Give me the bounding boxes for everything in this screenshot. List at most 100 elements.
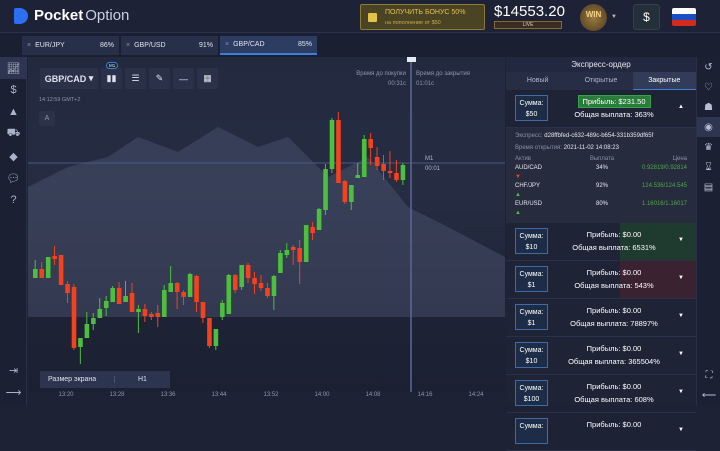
candle-body (84, 324, 90, 338)
chart-type-button[interactable]: M1 ▮▮ (101, 62, 122, 89)
candle-body (349, 185, 354, 202)
line-tool-icon[interactable]: — (173, 68, 194, 89)
asset-payout: 92% (595, 183, 608, 189)
indicators-icon[interactable]: ☰ (125, 68, 146, 89)
help-icon[interactable]: ? (10, 194, 17, 206)
bonus-button[interactable]: ПОЛУЧИТЬ БОНУС 50% на пополнение от $50 (360, 4, 485, 30)
sum-value: $1 (527, 320, 536, 327)
price-marker: M1 00:01 (425, 154, 440, 174)
tab-label: GBP/USD (134, 42, 166, 49)
candle (71, 284, 77, 350)
chevron-down-icon[interactable]: ▼ (678, 275, 684, 281)
x-tick: 13:20 (58, 392, 74, 398)
deposit-button[interactable]: $ (633, 4, 660, 30)
language-flag-icon[interactable] (672, 8, 696, 26)
balance[interactable]: $14553.20 LIVE (494, 3, 565, 29)
order-sum: Сумма: $1 (515, 266, 548, 292)
candle-body (149, 314, 154, 317)
arrow-left-icon[interactable]: ⟵ (701, 389, 717, 401)
asset-price: 1.16016/1.16017 (641, 201, 687, 207)
candle-body (187, 274, 193, 297)
candle-body (78, 338, 83, 347)
candle (58, 255, 64, 285)
candle-body (284, 250, 290, 255)
candle (226, 274, 232, 314)
chat-icon[interactable]: 💬︎ (6, 172, 21, 185)
marker-label: M1 (425, 156, 434, 162)
order-item[interactable]: Сумма: $50 Прибыль: $231.50 Общая выплата… (506, 90, 696, 128)
order-sum: Сумма: $10 (515, 228, 548, 254)
arrow-right-icon[interactable]: ⟶ (5, 386, 22, 399)
tab-closed[interactable]: Закрытые (632, 72, 696, 90)
col-payout: Выплата (589, 156, 615, 162)
fullscreen-icon[interactable]: ⛶ (705, 369, 713, 381)
x-tick: 13:28 (109, 392, 125, 398)
level-badge[interactable]: WIN (580, 4, 607, 31)
cart-icon[interactable]: ⛟ (6, 127, 21, 139)
order-item[interactable]: Сумма: $1 Прибыль: $0.00 Общая выплата: 7… (506, 299, 696, 337)
order-item[interactable]: Сумма: $100 Прибыль: $0.00 Общая выплата:… (506, 375, 696, 413)
chevron-up-icon[interactable]: ▲ (678, 104, 684, 110)
close-icon[interactable]: × (27, 42, 32, 49)
order-item[interactable]: Сумма: $1 Прибыль: $0.00 Общая выплата: 5… (506, 261, 696, 299)
candle (181, 290, 186, 305)
profit-text: Прибыль: $0.00 (586, 420, 642, 429)
logout-icon[interactable]: ⇥ (8, 364, 19, 377)
chevron-down-icon[interactable]: ▼ (678, 389, 684, 395)
pair-selector[interactable]: GBP/CAD ▾ (40, 68, 98, 89)
close-icon[interactable]: × (126, 42, 131, 49)
screen-size-selector[interactable]: Размер экрана H1 (40, 371, 170, 388)
order-item[interactable]: Сумма: $10 Прибыль: $0.00 Общая выплата: … (506, 337, 696, 375)
chevron-down-icon[interactable]: ▼ (678, 313, 684, 319)
trophy-icon[interactable]: ♛ (704, 141, 713, 153)
disc-icon[interactable]: ◉ (697, 117, 720, 137)
candle (284, 243, 290, 258)
order-profit: Прибыль: $0.00 (554, 306, 674, 315)
candle-body (52, 256, 57, 259)
user-icon[interactable]: ▲ (8, 106, 19, 118)
chart-icon[interactable]: 📈︎ (0, 57, 27, 79)
flag-icon[interactable] (407, 57, 416, 62)
group-icon[interactable]: ☗ (704, 101, 713, 113)
hourglass-icon[interactable]: ⌛︎ (705, 161, 712, 173)
tab-eur-jpy[interactable]: × EUR/JPY 86% (22, 36, 119, 55)
candle (123, 281, 128, 302)
price-chart[interactable]: GBP/CAD ▾ M1 ▮▮ ☰ ✎ — ▦ 14:12:59 GMT+2 A … (28, 57, 505, 392)
sum-value: $50 (525, 111, 538, 118)
grid-layout-icon[interactable]: ▦ (197, 68, 218, 89)
history-icon[interactable]: ↺ (704, 61, 713, 73)
tab-gbp-usd[interactable]: × GBP/USD 91% (121, 36, 218, 55)
candle (381, 155, 386, 180)
logo-icon (14, 7, 28, 24)
logo[interactable]: Pocket Option (14, 7, 129, 24)
chevron-down-icon[interactable]: ▼ (678, 351, 684, 357)
calendar-icon[interactable]: ▤ (703, 181, 714, 193)
candle (155, 305, 161, 327)
tab-new[interactable]: Новый (526, 77, 549, 84)
diamond-icon[interactable]: ◆ (9, 150, 18, 163)
x-tick: 14:00 (314, 392, 330, 398)
sum-label: Сумма: (519, 271, 544, 278)
dollar-icon[interactable]: $ (10, 84, 17, 96)
heartbeat-icon[interactable]: ♡ (704, 81, 713, 93)
candle (316, 208, 322, 230)
tab-open[interactable]: Открытые (584, 77, 618, 84)
candle-body (265, 288, 270, 296)
chevron-down-icon[interactable]: ▼ (611, 14, 617, 20)
chevron-down-icon[interactable]: ▼ (678, 427, 684, 433)
auto-scroll-button[interactable]: A (39, 111, 55, 126)
chevron-down-icon[interactable]: ▼ (678, 237, 684, 243)
close-icon[interactable]: × (225, 41, 230, 48)
order-item[interactable]: Сумма: $10 Прибыль: $0.00 Общая выплата: … (506, 223, 696, 261)
tab-gbp-cad[interactable]: × GBP/CAD 85% (220, 36, 317, 55)
brush-icon[interactable]: ✎ (149, 68, 170, 89)
candle (387, 151, 393, 178)
order-profit: Прибыль: $0.00 (554, 382, 674, 391)
candle-body (142, 309, 148, 316)
x-tick: 14:24 (468, 392, 484, 398)
candle (84, 312, 90, 338)
order-item[interactable]: Сумма: Прибыль: $0.00 ▼ (506, 413, 696, 451)
candle-body (316, 209, 322, 230)
time-to-close-label: Время до закрытия (416, 71, 470, 77)
right-sidebar: ↺ ♡ ☗ ◉ ♛ ⌛︎ ▤ ⛶ ⟵ (696, 57, 720, 405)
